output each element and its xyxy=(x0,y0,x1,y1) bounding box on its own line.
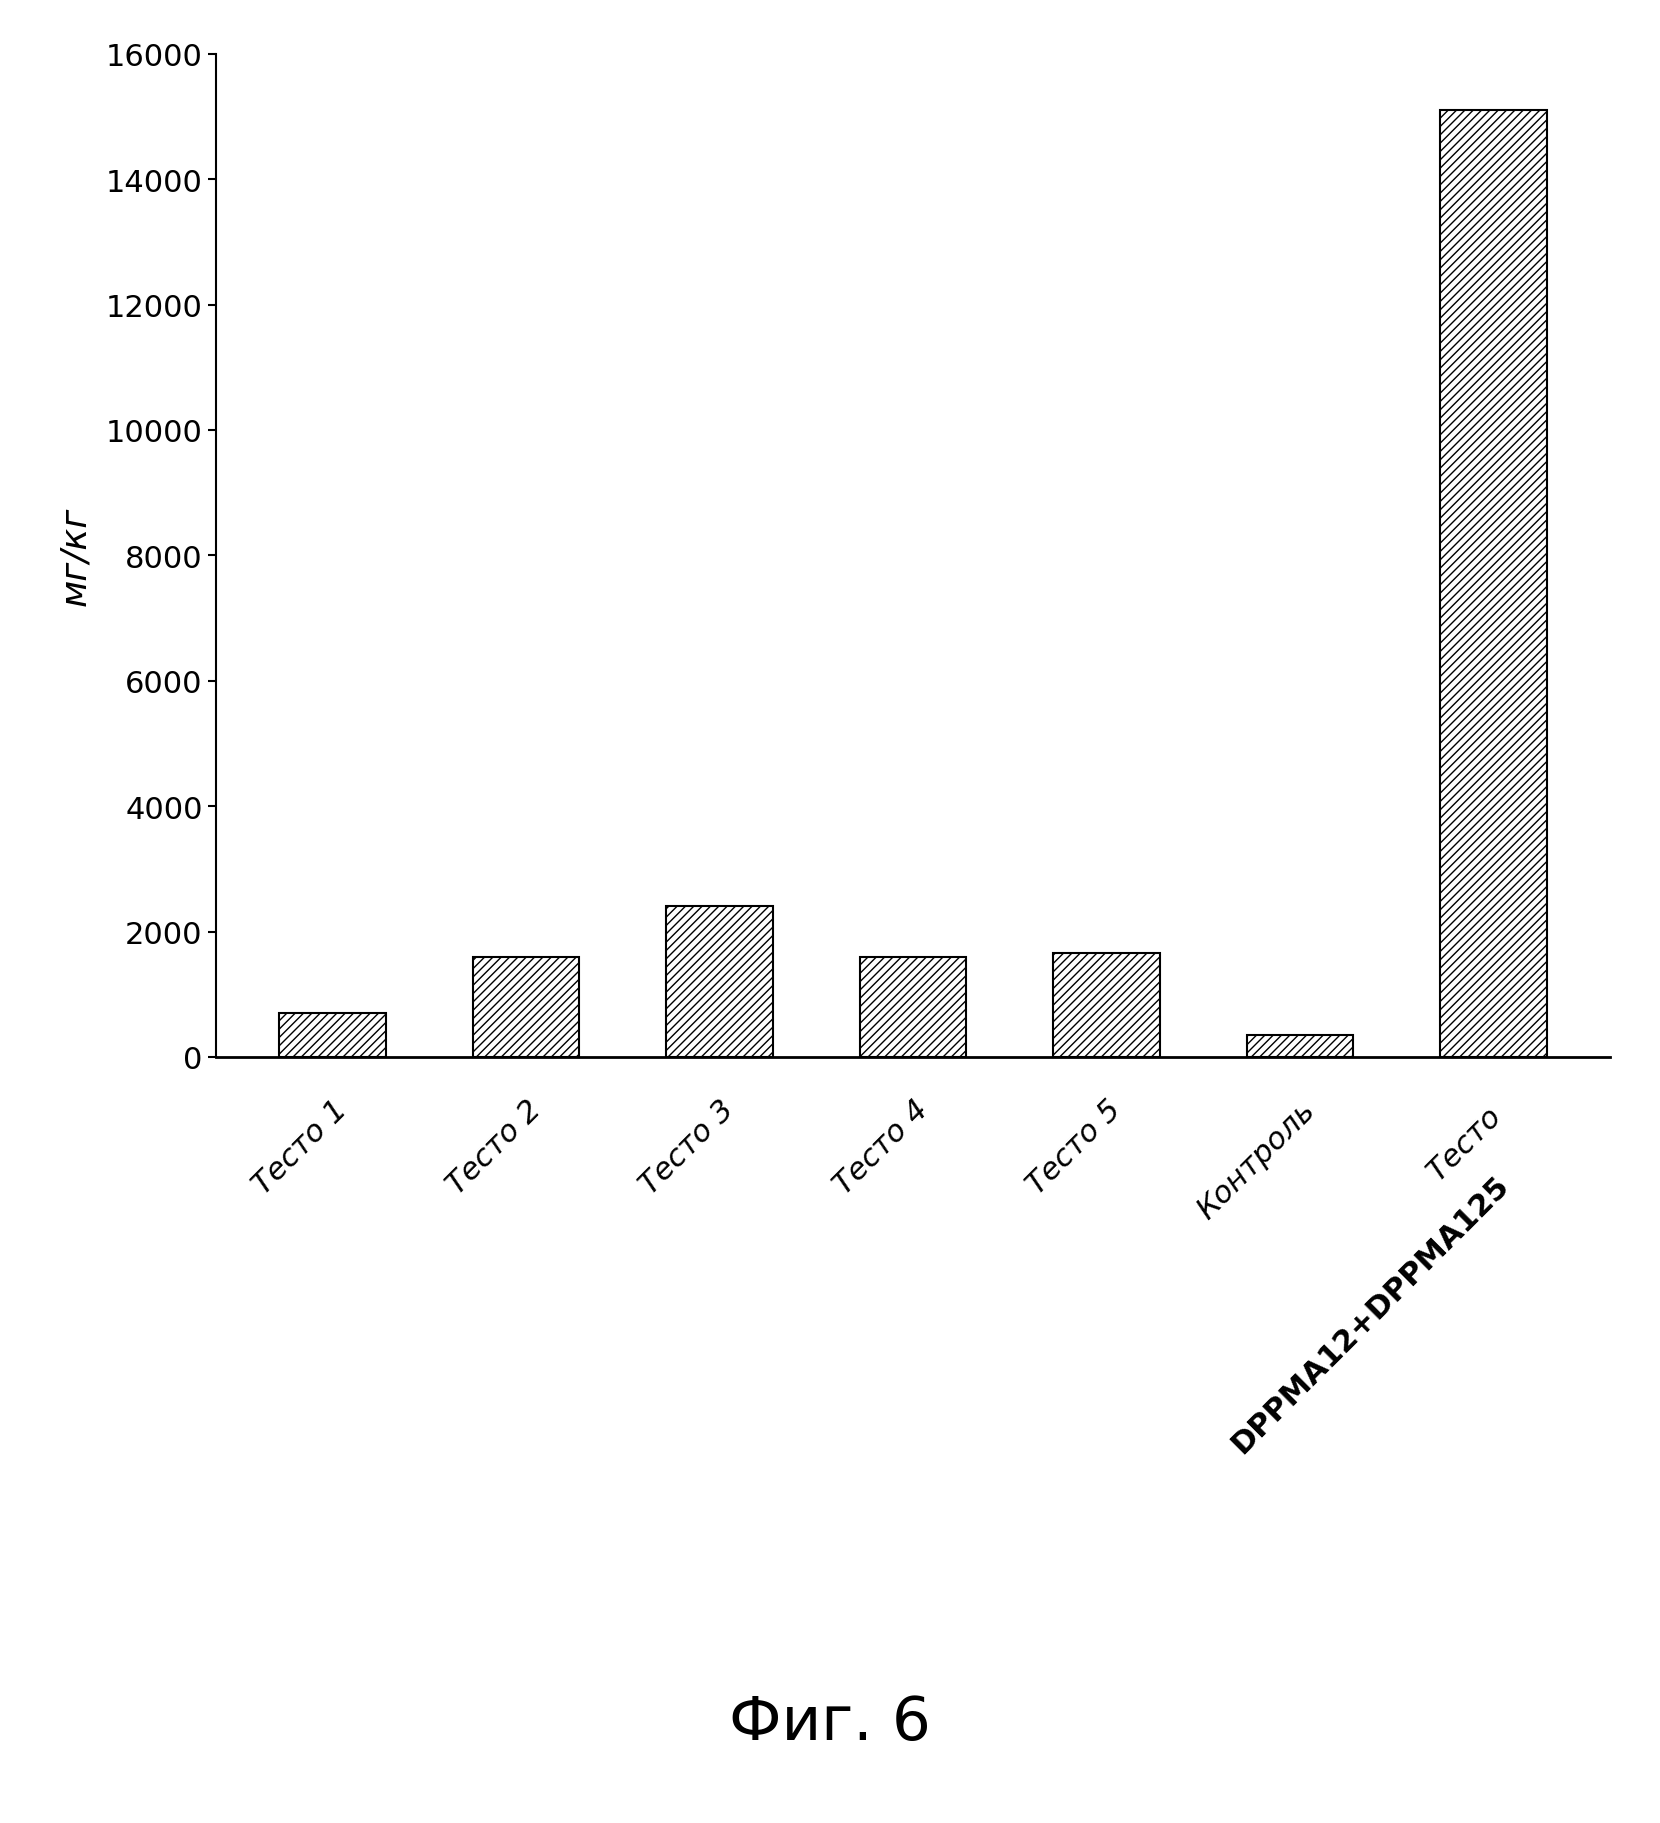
Bar xyxy=(666,908,772,1057)
Text: DPPMA12+DPPMA125: DPPMA12+DPPMA125 xyxy=(1225,1170,1514,1458)
Y-axis label: мг/кг: мг/кг xyxy=(58,507,91,605)
Text: Тесто 2: Тесто 2 xyxy=(442,1096,546,1200)
Text: Тесто: Тесто xyxy=(1423,1096,1514,1187)
Bar xyxy=(1054,953,1160,1057)
Bar xyxy=(860,957,966,1057)
Bar xyxy=(473,957,579,1057)
Text: Тесто 4: Тесто 4 xyxy=(828,1096,933,1200)
Text: Тесто 5: Тесто 5 xyxy=(1023,1096,1127,1200)
Text: Тесто 1: Тесто 1 xyxy=(247,1096,354,1200)
Text: Фиг. 6: Фиг. 6 xyxy=(729,1694,931,1752)
Bar xyxy=(1247,1035,1353,1057)
Text: Тесто 3: Тесто 3 xyxy=(634,1096,740,1200)
Bar xyxy=(1441,111,1547,1057)
Text: Контроль: Контроль xyxy=(1192,1096,1321,1223)
Bar xyxy=(279,1014,385,1057)
